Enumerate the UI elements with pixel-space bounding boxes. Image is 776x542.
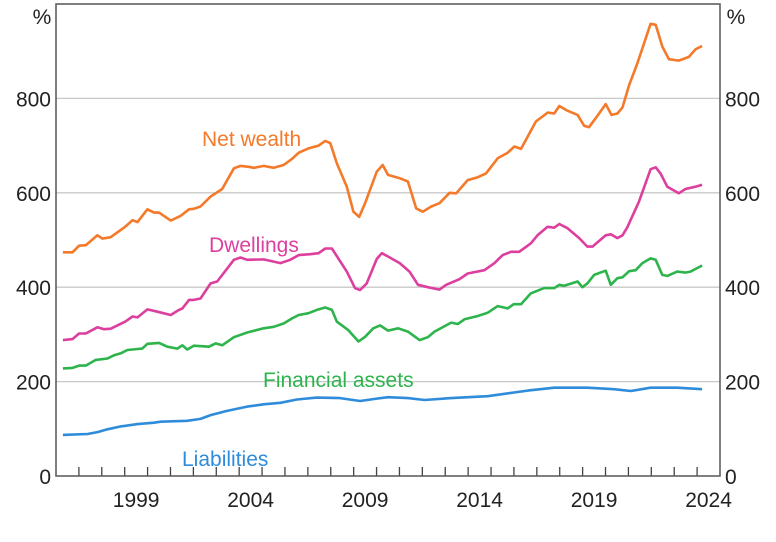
y-unit-right: % — [727, 6, 746, 29]
series-line-dwellings — [62, 166, 703, 342]
y-tick-label: 600 — [16, 183, 51, 206]
series-lines — [62, 22, 703, 437]
y-tick-label: 200 — [725, 372, 760, 395]
y-tick-label: 600 — [725, 183, 760, 206]
x-tick-label: 2019 — [571, 489, 618, 512]
series-label-net-wealth: Net wealth — [202, 128, 301, 151]
series-label-dwellings: Dwellings — [209, 234, 299, 257]
series-line-financial-assets — [62, 257, 703, 370]
series-line-net-wealth — [62, 22, 703, 254]
x-tick-marks — [78, 467, 698, 476]
x-tick-label: 2004 — [227, 489, 274, 512]
x-axis: 1999 2004 2009 2014 2019 2024 — [113, 489, 732, 512]
y-axis-left: 0 200 400 600 800 — [16, 88, 51, 489]
y-unit-left: % — [33, 6, 52, 29]
y-tick-label: 0 — [39, 466, 51, 489]
series-label-liabilities: Liabilities — [182, 448, 268, 471]
x-tick-label: 2014 — [456, 489, 503, 512]
gridlines — [56, 97, 720, 383]
series-label-financial-assets: Financial assets — [263, 369, 414, 392]
y-axis-right: 0 200 400 600 800 — [725, 88, 760, 489]
x-tick-label: 1999 — [113, 489, 160, 512]
series-labels: Net wealth Dwellings Financial assets Liabi… — [182, 128, 414, 471]
y-tick-label: 800 — [725, 88, 760, 111]
series-line-liabilities — [62, 386, 703, 437]
y-tick-label: 400 — [16, 277, 51, 300]
y-tick-label: 200 — [16, 372, 51, 395]
x-tick-label: 2009 — [342, 489, 389, 512]
y-tick-label: 400 — [725, 277, 760, 300]
y-tick-label: 800 — [16, 88, 51, 111]
plot-frame — [55, 3, 721, 477]
y-tick-label: 0 — [725, 466, 737, 489]
x-tick-label: 2024 — [685, 489, 732, 512]
